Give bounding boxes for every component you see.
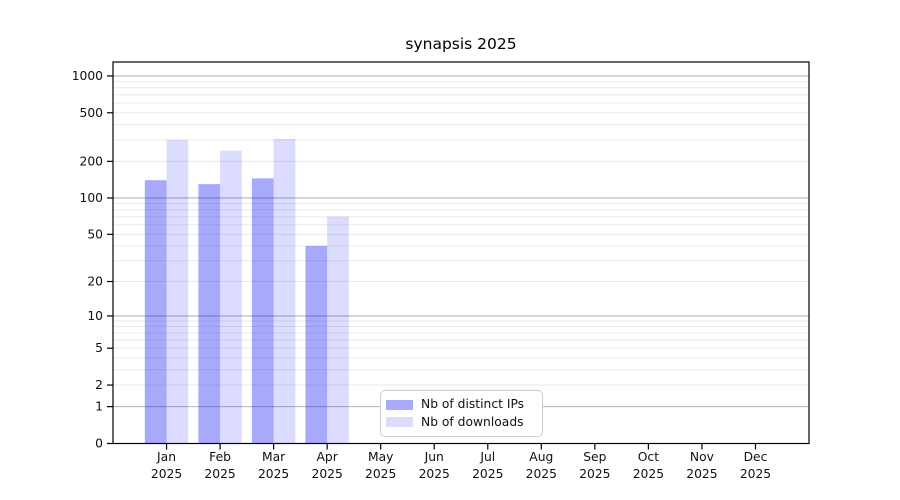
y-tick-label-200: 200 (80, 154, 103, 168)
x-tick-label-apr: Apr (317, 450, 339, 464)
legend-box: Nb of distinct IPs Nb of downloads (380, 390, 543, 437)
y-tick-label-20: 20 (87, 275, 103, 289)
legend-swatch-downloads (386, 417, 413, 428)
y-tick-label-500: 500 (80, 106, 103, 120)
x-tick-label-aug: Aug (529, 450, 553, 464)
bar-distinct-ips-feb (198, 184, 221, 444)
chart-title: synapsis 2025 (405, 35, 517, 53)
x-tick-year-nov: 2025 (686, 467, 717, 481)
bar-downloads-jan (166, 139, 189, 444)
x-tick-label-jan: Jan (156, 450, 176, 464)
x-tick-label-jun: Jun (424, 450, 444, 464)
x-axis-ticks: Jan 2025 Feb 2025 Mar 2025 Apr 2025 May 2025 Jun 20… (151, 443, 771, 481)
axes (112, 61, 810, 445)
x-tick-year-sep: 2025 (579, 467, 610, 481)
legend-item-downloads: Nb of downloads (386, 415, 534, 430)
x-tick-label-dec: Dec (744, 450, 768, 464)
plot-border (112, 61, 810, 445)
y-tick-label-1000: 1000 (72, 69, 103, 83)
x-tick-year-jul: 2025 (472, 467, 503, 481)
y-tick-label-50: 50 (87, 227, 103, 241)
y-axis-ticks: 0 1 2 5 10 20 50 100 200 500 1000 (72, 69, 113, 451)
x-tick-year-jan: 2025 (151, 467, 182, 481)
y-tick-label-1: 1 (95, 400, 103, 414)
x-tick-year-feb: 2025 (204, 467, 235, 481)
bar-distinct-ips-mar (251, 178, 274, 444)
x-tick-label-jul: Jul (479, 450, 495, 464)
bar-downloads-mar (273, 138, 296, 444)
legend-label-downloads: Nb of downloads (421, 415, 524, 430)
bar-distinct-ips-jan (144, 180, 167, 444)
y-tick-label-5: 5 (95, 341, 103, 355)
y-tick-label-2: 2 (95, 378, 103, 392)
x-tick-year-oct: 2025 (633, 467, 664, 481)
x-tick-year-mar: 2025 (258, 467, 289, 481)
legend-item-distinct-ips: Nb of distinct IPs (386, 397, 534, 412)
y-tick-label-10: 10 (87, 309, 103, 323)
legend-label-distinct-ips: Nb of distinct IPs (421, 397, 525, 412)
bars (144, 138, 349, 444)
x-tick-label-may: May (368, 450, 393, 464)
x-tick-label-nov: Nov (690, 450, 714, 464)
x-tick-label-sep: Sep (583, 450, 606, 464)
bar-distinct-ips-apr (305, 245, 328, 444)
x-tick-year-jun: 2025 (419, 467, 450, 481)
x-tick-year-may: 2025 (365, 467, 396, 481)
x-tick-label-oct: Oct (638, 450, 659, 464)
x-tick-year-dec: 2025 (740, 467, 771, 481)
legend-swatch-distinct-ips (386, 399, 413, 410)
x-tick-label-mar: Mar (262, 450, 286, 464)
y-tick-label-0: 0 (95, 437, 103, 451)
y-tick-label-100: 100 (80, 191, 103, 205)
x-tick-year-apr: 2025 (312, 467, 343, 481)
x-tick-year-aug: 2025 (526, 467, 557, 481)
bar-downloads-apr (327, 216, 349, 444)
bar-downloads-feb (220, 150, 242, 444)
x-tick-label-feb: Feb (209, 450, 231, 464)
